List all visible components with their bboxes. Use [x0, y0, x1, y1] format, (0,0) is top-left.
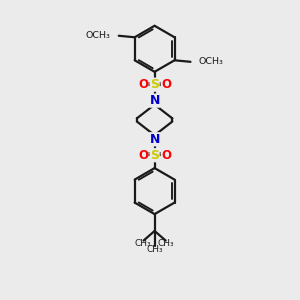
- Text: O: O: [161, 78, 171, 91]
- Text: OCH₃: OCH₃: [85, 31, 110, 40]
- Text: S: S: [150, 78, 159, 91]
- Text: N: N: [149, 94, 160, 107]
- Text: O: O: [138, 78, 148, 91]
- Text: O: O: [161, 149, 171, 162]
- Text: CH₃: CH₃: [146, 245, 163, 254]
- Text: N: N: [149, 133, 160, 146]
- Text: S: S: [150, 149, 159, 162]
- Text: CH₃: CH₃: [158, 239, 175, 248]
- Text: O: O: [138, 149, 148, 162]
- Text: OCH₃: OCH₃: [199, 57, 224, 66]
- Text: CH₃: CH₃: [135, 239, 151, 248]
